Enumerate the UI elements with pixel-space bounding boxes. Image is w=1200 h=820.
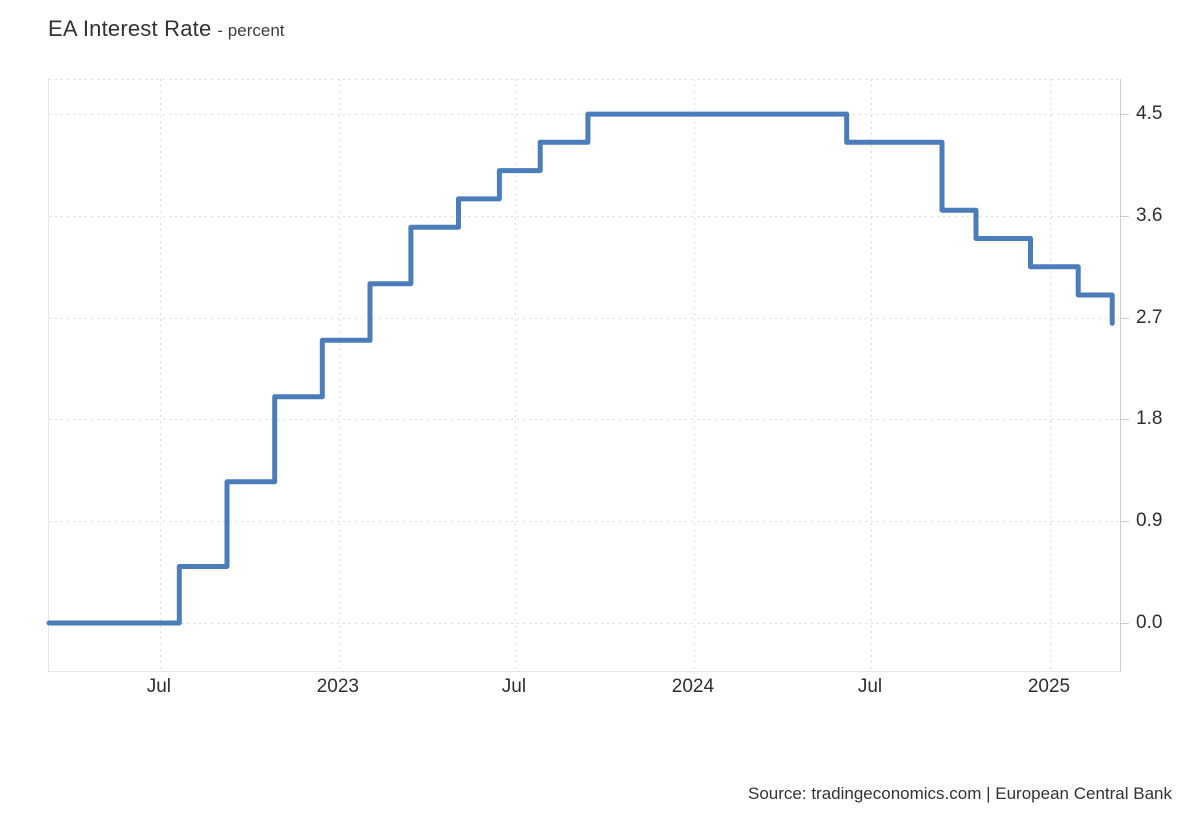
y-axis-label: 0.0 [1136, 612, 1163, 634]
x-axis-label: 2024 [671, 676, 715, 697]
y-axis-label: 3.6 [1136, 204, 1163, 226]
chart-subtitle: - percent [217, 21, 285, 40]
y-axis-label: 4.5 [1136, 103, 1163, 125]
x-axis-label: Jul [857, 676, 883, 697]
step-line-chart [46, 79, 1129, 671]
source-attribution: Source: tradingeconomics.com | European … [748, 784, 1172, 803]
x-axis-label: 2025 [1027, 676, 1071, 697]
y-axis-label: 1.8 [1136, 408, 1163, 430]
y-axis-label: 0.9 [1136, 510, 1163, 532]
x-axis-label: Jul [146, 676, 172, 697]
rate-step-line[interactable] [46, 111, 1115, 626]
x-axis-label: 2023 [316, 676, 360, 697]
plot-area[interactable] [46, 79, 1129, 672]
chart-title: EA Interest Rate [48, 16, 212, 41]
y-axis-label: 2.7 [1136, 306, 1163, 328]
chart-header: EA Interest Rate - percent [48, 16, 285, 42]
x-axis-label: Jul [501, 676, 527, 697]
